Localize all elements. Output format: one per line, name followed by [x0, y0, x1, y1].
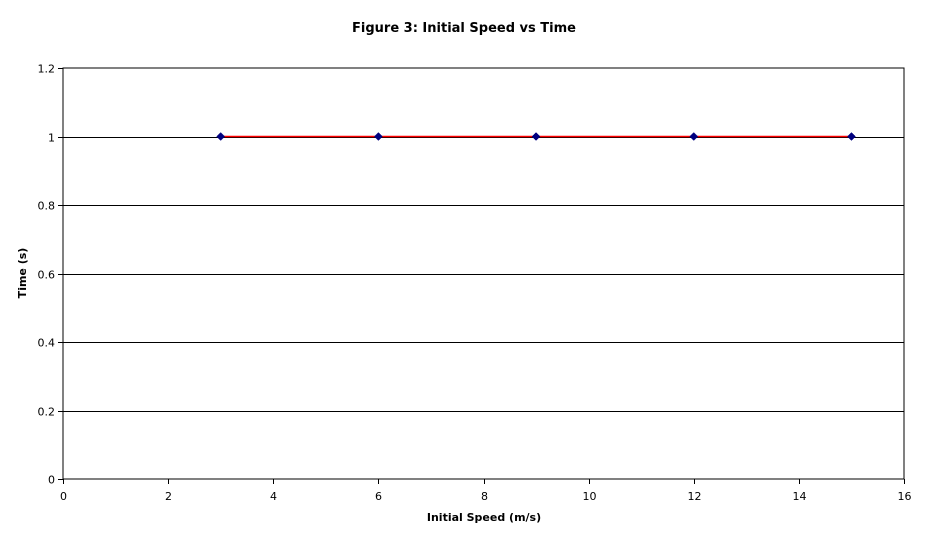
x-tick-label: 8	[481, 490, 488, 503]
x-axis-label: Initial Speed (m/s)	[427, 511, 541, 524]
plot-area	[62, 67, 905, 480]
data-point	[689, 132, 699, 141]
chart-title: Figure 3: Initial Speed vs Time	[352, 21, 576, 36]
data-point	[374, 132, 383, 141]
y-tick-label: 0.8	[38, 200, 56, 213]
x-tick-label: 0	[60, 490, 67, 503]
x-tick-label: 10	[583, 490, 597, 503]
series	[216, 132, 856, 141]
data-point	[216, 132, 226, 141]
data-point	[847, 132, 856, 141]
axis-ticks: 0 0.2 0.4 0.6 0.8 1 1.2 0 2 4 6 8 10 12 14 16	[38, 63, 912, 504]
y-tick-label: 0	[48, 474, 55, 487]
x-tick-label: 12	[688, 490, 702, 503]
y-tick-label: 0.6	[38, 269, 56, 282]
y-tick-label: 0.4	[38, 337, 56, 350]
x-tick-label: 14	[793, 490, 807, 503]
gridlines	[63, 137, 904, 412]
x-tick-label: 6	[375, 490, 382, 503]
data-point	[531, 132, 541, 141]
y-tick-label: 1.2	[38, 63, 56, 76]
x-tick-label: 16	[898, 490, 912, 503]
y-tick-label: 0.2	[38, 406, 56, 419]
x-tick-label: 2	[165, 490, 172, 503]
x-tick-label: 4	[270, 490, 277, 503]
y-axis-label: Time (s)	[16, 248, 29, 299]
y-tick-label: 1	[48, 132, 55, 145]
